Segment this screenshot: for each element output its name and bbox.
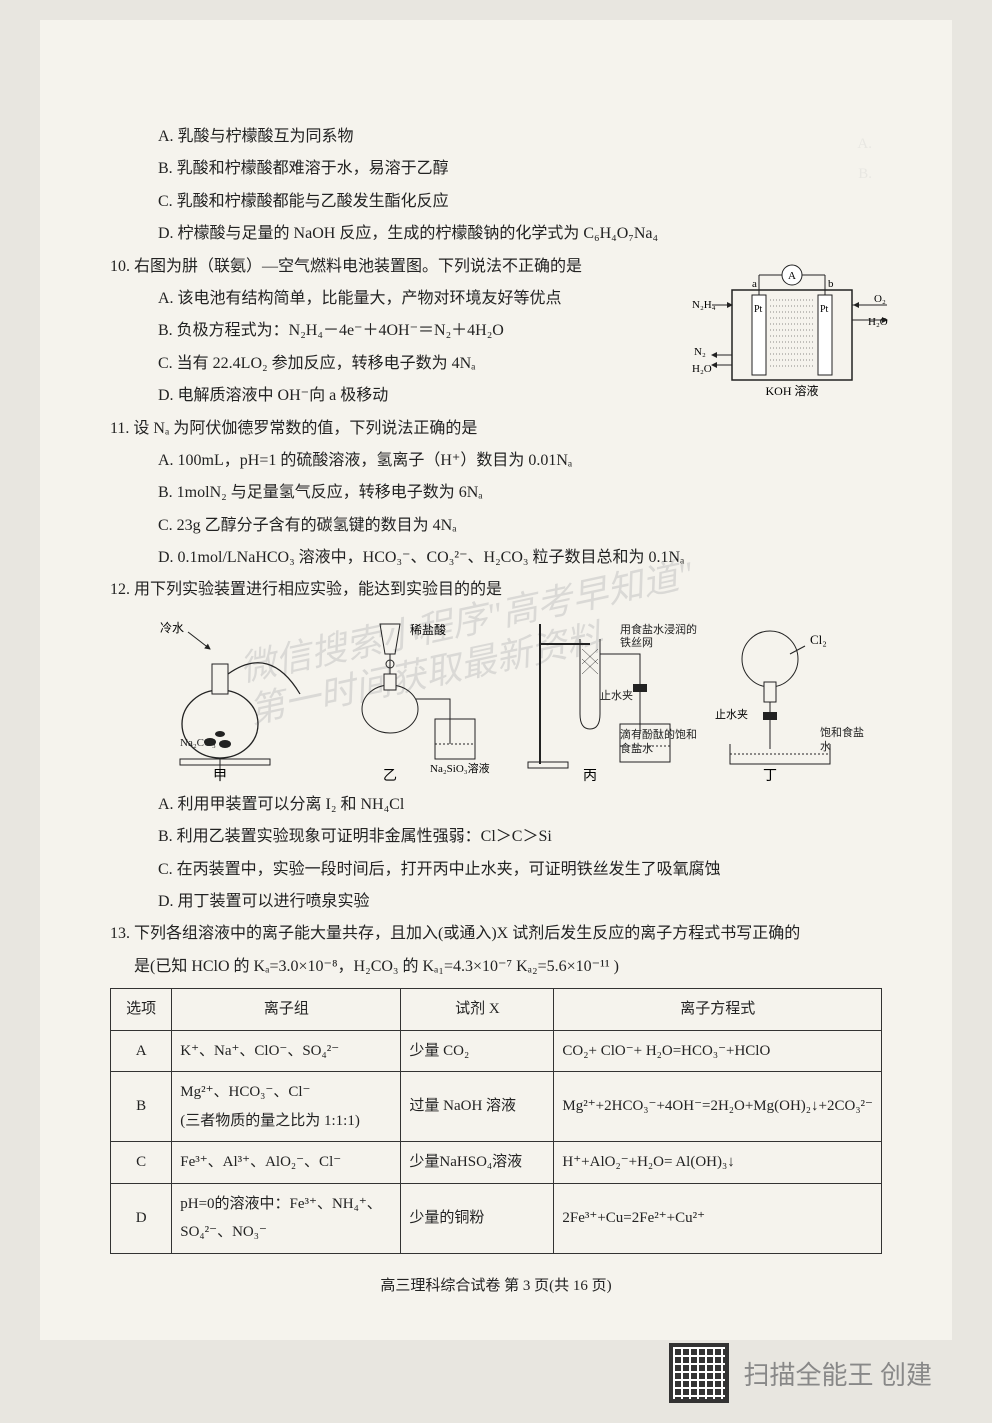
svg-text:稀盐酸: 稀盐酸 <box>410 622 446 637</box>
label-h2o-l: H₂O <box>692 363 712 375</box>
label-pt-l: Pt <box>754 304 763 315</box>
table-row: D pH=0的溶液中：Fe³⁺、NH₄⁺、SO₄²⁻、NO₃⁻ 少量的铜粉 2F… <box>111 1183 882 1253</box>
label-phenol: 滴有酚酞的饱和食盐水 <box>620 729 700 755</box>
qr-code-icon <box>669 1343 729 1403</box>
col-reagent: 试剂 X <box>401 989 554 1031</box>
label-brine: 饱和食盐水 <box>820 727 870 753</box>
apparatus-bing: 丙 用食盐水浸润的铁丝网 止水夹 滴有酚酞的饱和食盐水 <box>510 614 690 784</box>
q12-option-b: B. 利用乙装置实验现象可证明非金属性强弱：Cl＞C＞Si <box>158 822 882 852</box>
q9-option-c: C. 乳酸和柠檬酸都能与乙酸发生酯化反应 <box>158 187 882 217</box>
col-eq: 离子方程式 <box>554 989 882 1031</box>
q12-option-a: A. 利用甲装置可以分离 I₂ 和 NH₄Cl <box>158 790 882 820</box>
q11-stem: 11. 设 Nₐ 为阿伏伽德罗常数的值，下列说法正确的是 <box>110 414 882 444</box>
table-header-row: 选项 离子组 试剂 X 离子方程式 <box>111 989 882 1031</box>
table-row: A K⁺、Na⁺、ClO⁻、SO₄²⁻ 少量 CO₂ CO₂+ ClO⁻+ H₂… <box>111 1030 882 1072</box>
q9-option-b: B. 乳酸和柠檬酸都难溶于水，易溶于乙醇 <box>158 154 882 184</box>
terminal-b: b <box>828 278 834 290</box>
col-ions: 离子组 <box>172 989 401 1031</box>
q12-option-d: D. 用丁装置可以进行喷泉实验 <box>158 887 882 917</box>
label-n2h4: N₂H₄ <box>692 299 716 311</box>
q11-option-d: D. 0.1mol/LNaHCO₃ 溶液中，HCO₃⁻、CO₃²⁻、H₂CO₃ … <box>158 543 882 573</box>
col-opt: 选项 <box>111 989 172 1031</box>
q9-option-a: A. 乳酸与柠檬酸互为同系物 <box>158 122 882 152</box>
q10-block: 10. 右图为肼（联氨）—空气燃料电池装置图。下列说法不正确的是 A. 该电池有… <box>110 252 882 412</box>
q12-stem: 12. 用下列实验装置进行相应实验，能达到实验目的的是 <box>110 575 882 605</box>
fuel-cell-diagram: A a b N₂H₄ O₂ H₂O N₂ H₂O Pt Pt KOH 溶液 <box>692 260 892 400</box>
terminal-a: a <box>752 278 757 290</box>
q11-option-a: A. 100mL，pH=1 的硫酸溶液，氢离子（H⁺）数目为 0.01Nₐ <box>158 446 882 476</box>
table-row: C Fe³⁺、Al³⁺、AlO₂⁻、Cl⁻ 少量NaHSO₄溶液 H⁺+AlO₂… <box>111 1142 882 1184</box>
label-clamp-bing: 止水夹 <box>600 686 633 707</box>
label-o2: O₂ <box>874 293 886 305</box>
q12-option-c: C. 在丙装置中，实验一段时间后，打开丙中止水夹，可证明铁丝发生了吸氧腐蚀 <box>158 855 882 885</box>
qr-footer: 扫描全能王 创建 <box>669 1343 932 1403</box>
label-n2: N₂ <box>694 346 706 358</box>
svg-text:甲: 甲 <box>213 769 227 784</box>
svg-text:丁: 丁 <box>763 769 777 784</box>
q13-table: 选项 离子组 试剂 X 离子方程式 A K⁺、Na⁺、ClO⁻、SO₄²⁻ 少量… <box>110 988 882 1254</box>
exam-page: A. B. A. 乳酸与柠檬酸互为同系物 B. 乳酸和柠檬酸都难溶于水，易溶于乙… <box>40 20 952 1340</box>
label-koh: KOH 溶液 <box>766 383 819 398</box>
svg-text:Na₂SiO₃溶液: Na₂SiO₃溶液 <box>430 761 490 775</box>
apparatus-ding: Cl₂ 止水夹 丁 饱和食盐水 <box>690 614 870 784</box>
svg-text:乙: 乙 <box>383 768 397 784</box>
svg-text:Cl₂: Cl₂ <box>810 632 827 647</box>
q11-option-b: B. 1molN₂ 与足量氢气反应，转移电子数为 6Nₐ <box>158 478 882 508</box>
svg-text:冷水: 冷水 <box>160 621 184 635</box>
label-na2co3: Na₂CO₃ <box>180 733 216 754</box>
page-footer: 高三理科综合试卷 第 3 页(共 16 页) <box>110 1272 882 1301</box>
label-h2o-r: H₂O <box>868 316 888 328</box>
q13-stem2: 是(已知 HClO 的 Kₐ=3.0×10⁻⁸，H₂CO₃ 的 Kₐ₁=4.3×… <box>110 952 882 982</box>
apparatus-row: 冷水 甲 Na₂CO₃ <box>150 614 842 784</box>
q11-option-c: C. 23g 乙醇分子含有的碳氢键的数目为 4Nₐ <box>158 511 882 541</box>
apparatus-yi: 稀盐酸 Na₂SiO₃溶液 乙 <box>330 614 510 784</box>
table-row: B Mg²⁺、HCO₃⁻、Cl⁻ (三者物质的量之比为 1:1:1) 过量 Na… <box>111 1072 882 1142</box>
label-iron-mesh: 用食盐水浸润的铁丝网 <box>620 624 700 650</box>
ammeter-label: A <box>788 270 796 282</box>
apparatus-jia: 冷水 甲 Na₂CO₃ <box>150 614 330 784</box>
qr-text: 扫描全能王 创建 <box>743 1355 932 1392</box>
svg-text:止水夹: 止水夹 <box>715 708 748 721</box>
svg-text:丙: 丙 <box>583 769 597 784</box>
q9-option-d: D. 柠檬酸与足量的 NaOH 反应，生成的柠檬酸钠的化学式为 C₆H₄O₇Na… <box>158 219 882 249</box>
q13-stem: 13. 下列各组溶液中的离子能大量共存，且加入(或通入)X 试剂后发生反应的离子… <box>110 919 882 949</box>
label-pt-r: Pt <box>820 304 829 315</box>
